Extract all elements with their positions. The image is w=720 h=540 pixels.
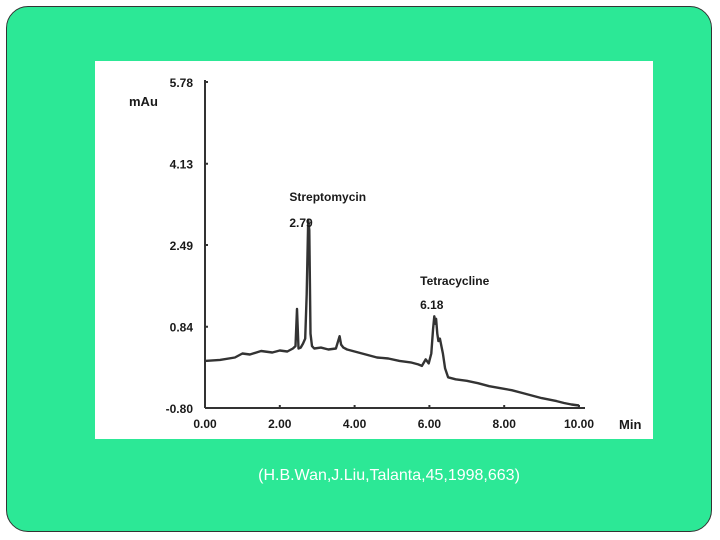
peak-retention-label: 6.18 [420, 298, 444, 312]
y-tick-label: 2.49 [170, 239, 194, 253]
x-tick-label: 2.00 [268, 417, 292, 431]
chromatogram-trace [204, 218, 580, 407]
x-tick-label: 8.00 [493, 417, 517, 431]
y-axis-label: mAu [129, 94, 158, 109]
peak-name-label: Tetracycline [420, 274, 489, 288]
x-tick-label: 4.00 [343, 417, 367, 431]
citation-text: (H.B.Wan,J.Liu,Talanta,45,1998,663) [258, 467, 520, 484]
chart-panel: 5.78 4.13 2.49 0.84 -0.80 0.00 2.00 4.00 6.00 8.0… [95, 61, 653, 439]
y-tick-label: 0.84 [170, 321, 194, 335]
peak-retention-label: 2.79 [289, 216, 313, 230]
y-tick-label: 5.78 [170, 76, 194, 90]
chromatogram-chart: 5.78 4.13 2.49 0.84 -0.800.00 2.00 4.00 6.00 8.0… [129, 76, 641, 432]
x-axis-label: Min [619, 417, 641, 432]
y-tick-label: -0.80 [166, 402, 194, 416]
slide-background: 5.78 4.13 2.49 0.84 -0.80 0.00 2.00 4.00 6.00 8.0… [6, 6, 712, 532]
y-tick-label: 4.13 [170, 158, 194, 172]
peak-name-label: Streptomycin [289, 190, 366, 204]
x-tick-label: 0.00 [193, 417, 217, 431]
x-tick-label: 6.00 [418, 417, 442, 431]
x-tick-label: 10.00 [564, 417, 594, 431]
